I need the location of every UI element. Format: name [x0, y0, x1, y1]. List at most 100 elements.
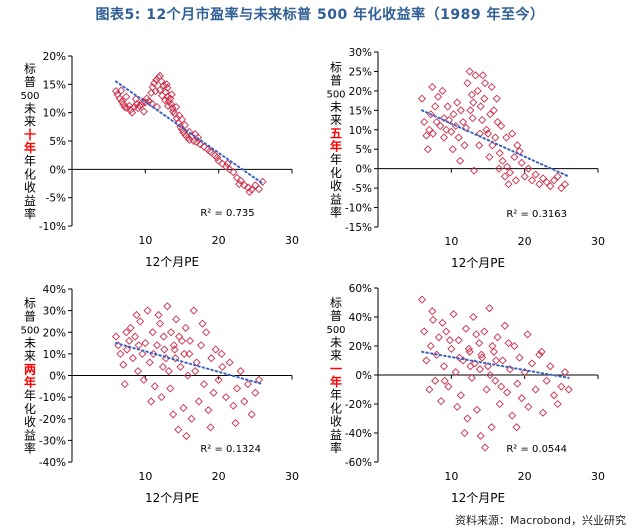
- scatter-point: [517, 394, 526, 403]
- r-squared-label: R² = 0.3163: [506, 209, 567, 220]
- scatter-point: [546, 362, 555, 371]
- scatter-point: [524, 164, 533, 173]
- scatter-point: [428, 307, 437, 316]
- scatter-point: [482, 125, 491, 134]
- scatter-point: [489, 347, 498, 356]
- scatter-point: [240, 397, 249, 406]
- x-tick-label: 30: [285, 234, 299, 247]
- scatter-point: [204, 406, 213, 415]
- scatter-point: [218, 159, 227, 168]
- x-tick-label: 20: [212, 470, 226, 483]
- y-tick-label: -40%: [39, 457, 66, 469]
- scatter-point: [150, 382, 159, 391]
- scatter-point: [451, 121, 460, 130]
- scatter-point: [218, 362, 227, 371]
- scatter-point: [159, 81, 168, 90]
- scatter-point: [449, 110, 458, 119]
- scatter-panel-two-year: -40% -30% -20% -10% 0% 10% 20% 30% 40% 10 20 30 12个月…: [20, 284, 299, 505]
- scatter-point: [426, 110, 435, 119]
- scatter-point: [560, 368, 570, 377]
- y-tick-label: 0%: [49, 371, 66, 383]
- scatter-point: [439, 133, 449, 142]
- scatter-point: [467, 373, 476, 382]
- y-tick-label: 20%: [349, 341, 372, 353]
- scatter-point: [428, 82, 437, 92]
- scatter-panel-one-year: -60% -40% -20% 0% 20% 40% 60% 10 20 30 12个月PE 标普 500…: [326, 283, 605, 505]
- scatter-point: [164, 101, 173, 110]
- y-tick-label: 5%: [49, 136, 66, 148]
- x-tick-label: 10: [444, 470, 458, 483]
- source-note: 资料来源：Macrobond，兴业研究: [455, 514, 626, 527]
- scatter-point: [117, 86, 126, 95]
- scatter-point: [425, 125, 434, 134]
- scatter-point: [553, 399, 562, 409]
- x-tick-label: 10: [138, 470, 152, 483]
- scatter-point: [531, 170, 540, 179]
- scatter-point: [498, 156, 507, 165]
- scatter-point: [160, 345, 169, 354]
- r-squared-label: R² = 0.735: [200, 208, 254, 219]
- r-squared-label: R² = 0.0544: [506, 444, 567, 455]
- scatter-point: [447, 344, 456, 353]
- scatter-point: [428, 129, 438, 138]
- scatter-point: [157, 393, 166, 402]
- scatter-point: [119, 100, 128, 109]
- scatter-point: [158, 91, 167, 100]
- scatter-point: [169, 410, 178, 419]
- scatter-point: [122, 104, 132, 113]
- scatter-point: [202, 328, 211, 337]
- scatter-point: [155, 85, 165, 95]
- scatter-point: [417, 295, 427, 304]
- scatter-point: [236, 176, 245, 185]
- scatter-point: [460, 428, 469, 438]
- scatter-point: [463, 414, 472, 423]
- scatter-point: [422, 131, 431, 140]
- scatter-point: [513, 379, 522, 388]
- scatter-point: [473, 86, 482, 95]
- scatter-point: [245, 187, 254, 197]
- scatter-point: [153, 341, 162, 350]
- y-tick-label: 30%: [43, 306, 66, 318]
- scatter-point: [475, 365, 484, 374]
- y-tick-label: -10%: [39, 392, 66, 404]
- scatter-point: [420, 327, 429, 336]
- scatter-point: [432, 117, 441, 127]
- scatter-panel-ten-year: -10% -5% 0% 5% 10% 15% 20% 10 20 30 12个月PE 标普 500 未来十…: [20, 51, 299, 269]
- scatter-point: [508, 411, 517, 420]
- scatter-point: [235, 180, 244, 189]
- scatter-point: [159, 332, 168, 341]
- x-tick-label: 10: [444, 235, 458, 248]
- scatter-point: [486, 370, 495, 380]
- y-tick-label: 10%: [43, 108, 66, 120]
- scatter-panel-five-year: -15% -10% -5% 0% 5% 10% 15% 20% 25% 30% 10 20 30 12个月…: [326, 47, 605, 270]
- scatter-point: [560, 180, 570, 189]
- scatter-point: [254, 185, 264, 194]
- scatter-point: [115, 94, 124, 103]
- scatter-point: [471, 71, 480, 80]
- scatter-point: [438, 318, 447, 327]
- scatter-point: [456, 391, 465, 400]
- y-tick-label: 40%: [349, 312, 372, 324]
- scatter-point: [162, 80, 171, 89]
- scatter-point: [169, 107, 178, 116]
- scatter-point: [147, 88, 156, 97]
- scatter-point: [209, 388, 218, 397]
- scatter-point: [535, 180, 544, 189]
- scatter-point: [542, 376, 551, 385]
- scatter-point: [453, 98, 462, 107]
- scatter-point: [119, 360, 128, 369]
- x-axis-title: 12个月PE: [451, 256, 505, 270]
- scatter-point: [497, 382, 506, 391]
- scatter-point: [510, 152, 519, 162]
- scatter-point: [221, 393, 231, 402]
- scatter-point: [488, 141, 497, 150]
- y-axis-title: 标普 500 未来一年年化收益率: [326, 296, 345, 455]
- scatter-point: [437, 397, 446, 406]
- scatter-point: [475, 129, 484, 138]
- scatter-point: [177, 115, 187, 124]
- scatter-point: [122, 92, 131, 101]
- x-tick-label: 30: [591, 470, 605, 483]
- scatter-point: [223, 159, 232, 168]
- scatter-point: [443, 102, 452, 111]
- x-tick-label: 20: [212, 234, 226, 247]
